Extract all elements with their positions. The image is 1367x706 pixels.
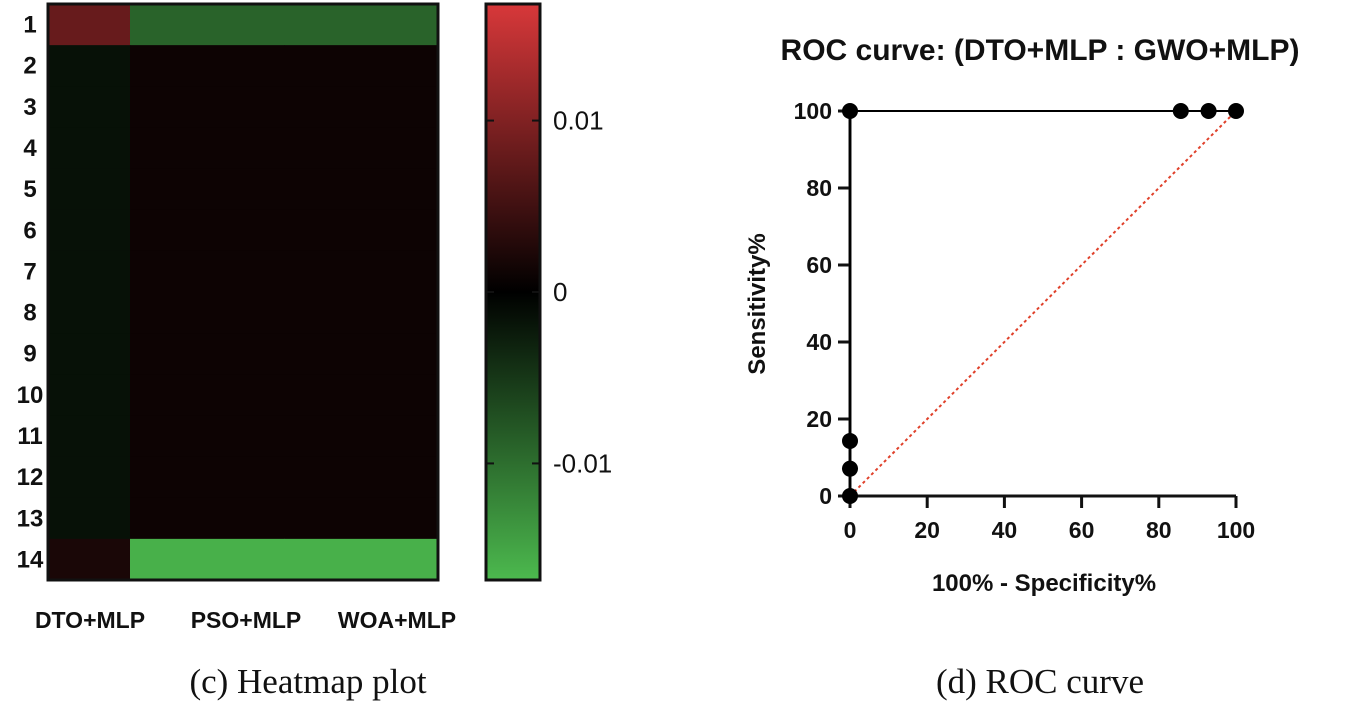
heatmap-column-label: WOA+MLP — [338, 607, 456, 633]
heatmap-cell — [48, 497, 131, 540]
roc-point — [1228, 103, 1244, 119]
roc-x-tick-label: 20 — [914, 517, 940, 543]
heatmap-cell — [130, 45, 285, 87]
heatmap-cells — [48, 4, 439, 581]
roc-y-tick-label: 20 — [806, 406, 832, 432]
roc-lines — [849, 110, 1237, 497]
roc-y-axis-label: Sensitivity% — [744, 233, 771, 374]
roc-panel: ROC curve: (DTO+MLP : GWO+MLP) 0 20 40 60 80… — [744, 34, 1299, 701]
roc-point — [842, 460, 858, 477]
heatmap-cell — [284, 538, 439, 581]
roc-points — [842, 103, 1244, 504]
roc-x-axis-label: 100% - Specificity% — [932, 570, 1156, 597]
roc-x-tick-label: 40 — [992, 517, 1018, 543]
heatmap-row-label: 3 — [23, 94, 36, 121]
heatmap-cell — [130, 250, 285, 293]
heatmap-cell — [284, 127, 439, 170]
roc-title: ROC curve: (DTO+MLP : GWO+MLP) — [781, 34, 1300, 67]
heatmap-frame — [46, 2, 440, 582]
heatmap-row-label: 10 — [17, 382, 44, 409]
heatmap-row-label: 9 — [23, 341, 36, 368]
heatmap-cell — [48, 456, 131, 499]
heatmap-cell — [130, 538, 285, 581]
heatmap-cell — [284, 333, 439, 375]
roc-y-tick-label: 0 — [819, 483, 832, 509]
roc-point — [842, 488, 858, 504]
heatmap-cell — [130, 497, 285, 540]
heatmap-cell — [284, 374, 439, 416]
heatmap-cell — [48, 45, 131, 87]
roc-x-tick-label: 0 — [844, 517, 857, 543]
roc-point — [1200, 103, 1217, 119]
heatmap-cell — [284, 86, 439, 128]
roc-reference-line — [849, 110, 1237, 497]
heatmap-row-label: 12 — [17, 464, 44, 491]
roc-x-tick-label: 80 — [1146, 517, 1172, 543]
heatmap-row-label: 14 — [17, 546, 44, 573]
heatmap-cell — [48, 209, 131, 252]
heatmap-cell — [130, 4, 285, 46]
heatmap-cell — [130, 374, 285, 416]
roc-x-tick-label: 60 — [1069, 517, 1095, 543]
heatmap-column-label: PSO+MLP — [191, 607, 302, 633]
roc-y-tick-label: 40 — [806, 329, 832, 355]
heatmap-cell — [48, 168, 131, 211]
roc-x-tick-label: 100 — [1217, 517, 1255, 543]
heatmap-cell — [284, 168, 439, 211]
heatmap-row-label: 13 — [17, 505, 44, 532]
heatmap-row-label: 8 — [23, 300, 36, 327]
heatmap-cell — [284, 456, 439, 499]
heatmap-cell — [48, 415, 131, 458]
heatmap-row-label: 5 — [23, 176, 36, 203]
roc-caption: (d) ROC curve — [936, 662, 1144, 701]
roc-point — [1172, 103, 1189, 119]
heatmap-cell — [284, 4, 439, 46]
heatmap-row-label: 2 — [23, 53, 36, 80]
heatmap-cell — [284, 415, 439, 458]
heatmap-cell — [130, 292, 285, 334]
heatmap-cell — [130, 209, 285, 252]
heatmap-cell — [284, 250, 439, 293]
heatmap-row-label: 1 — [23, 12, 36, 39]
heatmap-cell — [284, 209, 439, 252]
heatmap-cell — [48, 4, 131, 46]
heatmap-cell — [130, 168, 285, 211]
heatmap-row-label: 4 — [23, 135, 37, 162]
heatmap-cell — [48, 374, 131, 416]
colorbar-tick-label: 0.01 — [553, 106, 604, 136]
heatmap-row-label: 11 — [17, 423, 42, 450]
heatmap-cell — [130, 86, 285, 128]
heatmap-cell — [284, 292, 439, 334]
roc-y-tick-label: 80 — [806, 175, 832, 201]
heatmap-cell — [130, 127, 285, 170]
heatmap-cell — [48, 127, 131, 170]
heatmap-column-labels: DTO+MLP PSO+MLP WOA+MLP — [35, 607, 456, 633]
heatmap-cell — [48, 250, 131, 293]
roc-point — [842, 103, 858, 119]
heatmap-cell — [48, 86, 131, 128]
heatmap-cell — [284, 45, 439, 87]
heatmap-cell — [48, 538, 131, 581]
roc-y-tick-label: 100 — [794, 98, 832, 124]
heatmap-cell — [48, 333, 131, 375]
roc-point — [842, 432, 858, 449]
colorbar — [484, 2, 542, 582]
roc-y-tick-label: 60 — [806, 252, 832, 278]
colorbar-tick-label: 0 — [553, 277, 567, 307]
heatmap-cell — [130, 456, 285, 499]
heatmap-column-label: DTO+MLP — [35, 607, 145, 633]
heatmap-row-label: 6 — [23, 217, 36, 244]
heatmap-cell — [284, 497, 439, 540]
heatmap-cell — [48, 292, 131, 334]
colorbar-tick-label: -0.01 — [553, 448, 612, 478]
heatmap-cell — [130, 333, 285, 375]
heatmap-cell — [130, 415, 285, 458]
roc-axes: 0 20 40 60 80 100 0 20 40 60 80 100 — [794, 98, 1256, 543]
heatmap-caption: (c) Heatmap plot — [189, 662, 426, 701]
heatmap-row-label: 7 — [23, 258, 36, 285]
colorbar-ticks: 0.01 0 -0.01 — [486, 106, 612, 478]
